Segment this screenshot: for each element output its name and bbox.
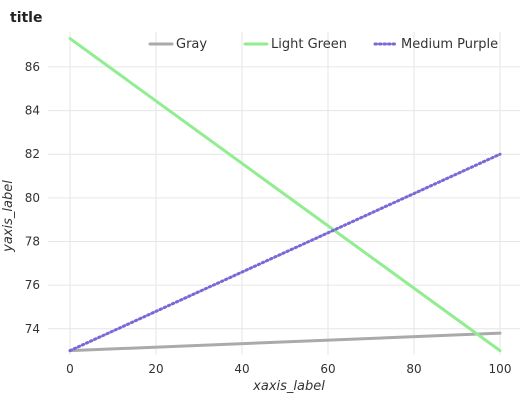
x-axis-label: xaxis_label <box>252 379 325 394</box>
y-tick-label: 84 <box>25 104 40 118</box>
y-tick-label: 80 <box>25 191 40 205</box>
y-tick-label: 78 <box>25 235 40 249</box>
x-tick-label: 20 <box>148 362 163 376</box>
y-tick-label: 82 <box>25 147 40 161</box>
x-tick-labels: 0 20 40 60 80 100 <box>66 362 511 376</box>
legend-label: Light Green <box>271 37 347 52</box>
x-tick-label: 0 <box>66 362 74 376</box>
legend-label: Medium Purple <box>401 37 498 52</box>
legend-label: Gray <box>176 37 207 52</box>
x-tick-label: 40 <box>234 362 249 376</box>
y-axis-label: yaxis_label <box>1 180 16 253</box>
x-tick-label: 100 <box>489 362 512 376</box>
y-tick-label: 74 <box>25 322 40 336</box>
y-tick-label: 76 <box>25 278 40 292</box>
x-tick-label: 60 <box>320 362 335 376</box>
y-tick-labels: 74 76 78 80 82 84 86 <box>25 60 40 336</box>
series-line <box>68 152 502 353</box>
x-tick-label: 80 <box>406 362 421 376</box>
series-line <box>68 37 502 353</box>
legend: Gray Light Green Medium Purple <box>148 37 498 52</box>
chart-title: title <box>10 10 42 26</box>
y-tick-label: 86 <box>25 60 40 74</box>
series-layer <box>68 37 502 353</box>
series-line <box>68 331 502 353</box>
